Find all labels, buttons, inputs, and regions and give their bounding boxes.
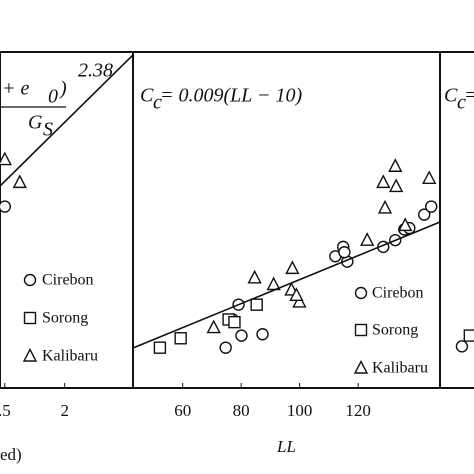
marker-triangle <box>376 174 391 189</box>
equation: = <box>464 85 474 107</box>
fit-line <box>0 54 134 187</box>
marker-triangle <box>247 269 262 284</box>
marker-triangle <box>388 178 404 193</box>
legend-label: Sorong <box>42 310 88 327</box>
marker-triangle <box>0 151 12 166</box>
equation: 2.38 <box>78 60 113 82</box>
marker-circle <box>338 246 351 259</box>
equation: C <box>140 85 154 107</box>
x-tick-label: 60 <box>174 401 191 420</box>
marker-circle <box>418 208 431 221</box>
equation: 0 <box>48 86 58 108</box>
x-axis-label: ed) <box>0 445 22 464</box>
marker-circle <box>455 340 469 353</box>
equation: C <box>444 85 458 107</box>
marker-circle <box>256 328 269 341</box>
marker-triangle <box>206 319 221 334</box>
x-tick-label: 120 <box>345 401 371 420</box>
marker-triangle <box>289 287 304 301</box>
marker-triangle <box>12 174 27 189</box>
equation: c <box>153 92 162 114</box>
panel-frame <box>439 51 474 389</box>
marker-square <box>463 329 474 342</box>
x-axis-label: LL <box>276 437 296 456</box>
legend-label: Cirebon <box>372 285 424 302</box>
equation: = 0.009(LL − 10) <box>160 85 303 107</box>
marker-circle <box>219 341 232 354</box>
marker-square <box>354 323 368 337</box>
x-tick-label: 2 <box>60 401 69 420</box>
marker-square <box>23 311 37 325</box>
marker-triangle <box>22 347 38 362</box>
marker-circle <box>354 286 368 300</box>
panel-frame <box>0 51 134 389</box>
marker-square <box>250 298 263 311</box>
marker-triangle <box>353 359 369 374</box>
fit-line <box>132 221 441 349</box>
marker-circle <box>425 200 438 213</box>
marker-square <box>174 332 187 345</box>
marker-triangle <box>388 158 403 172</box>
marker-circle <box>235 329 248 342</box>
marker-circle <box>0 200 11 213</box>
legend-label: Kalibaru <box>42 348 98 365</box>
equation: G <box>28 112 43 134</box>
marker-triangle <box>292 293 307 308</box>
x-tick-label: 80 <box>233 401 250 420</box>
x-tick-label: 1.5 <box>0 401 11 420</box>
marker-square <box>153 341 167 354</box>
marker-triangle <box>398 217 413 232</box>
equation: c <box>457 92 466 114</box>
marker-triangle <box>377 199 393 214</box>
marker-triangle <box>360 232 375 246</box>
legend-label: Kalibaru <box>372 360 428 377</box>
marker-square <box>228 315 241 329</box>
equation: + e <box>2 78 29 100</box>
x-tick-label: 100 <box>287 401 313 420</box>
legend-label: Sorong <box>372 322 418 339</box>
marker-triangle <box>422 170 437 185</box>
legend-label: Cirebon <box>42 272 94 289</box>
marker-circle <box>23 273 37 287</box>
equation: ) <box>59 78 67 100</box>
marker-triangle <box>285 260 300 275</box>
equation: S <box>43 119 53 141</box>
